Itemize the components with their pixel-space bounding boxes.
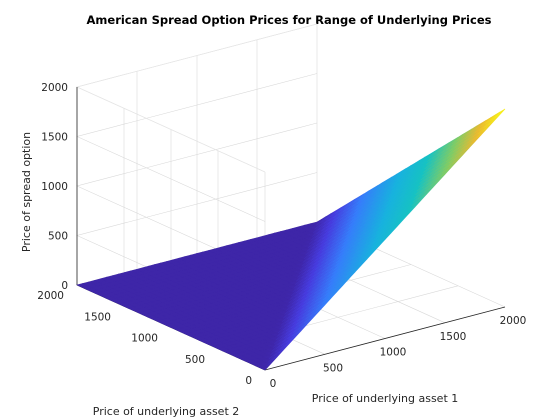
box-edge <box>76 86 266 173</box>
z-tick-label: 2000 <box>41 82 68 94</box>
z-tick-label: 1000 <box>41 181 68 193</box>
y-tick-label: 0 <box>245 375 252 387</box>
x-axis-label: Price of underlying asset 1 <box>312 392 459 405</box>
y-tick-label: 2000 <box>37 290 64 302</box>
x-tick-label: 1500 <box>440 331 467 343</box>
z-tick-label: 500 <box>48 231 68 243</box>
x-tick-label: 0 <box>270 378 277 390</box>
y-tick-label: 500 <box>185 354 205 366</box>
surface-plot <box>76 108 506 371</box>
x-axis-line <box>264 306 506 371</box>
z-tick-label: 1500 <box>41 132 68 144</box>
surface-patch <box>494 108 506 119</box>
x-tick-label: 1000 <box>380 347 407 359</box>
x-tick-label: 2000 <box>500 315 527 327</box>
chart-title: American Spread Option Prices for Range … <box>87 13 492 27</box>
z-tick-label: 0 <box>61 280 68 292</box>
y-tick-label: 1000 <box>131 333 158 345</box>
tick-labels: 0500100015002000050010001500200005001000… <box>37 82 526 390</box>
z-axis-label: Price of spread option <box>20 132 33 252</box>
y-axis-label: Price of underlying asset 2 <box>93 405 240 418</box>
y-tick-label: 1500 <box>84 311 111 323</box>
x-tick-label: 500 <box>323 362 343 374</box>
box-edge <box>76 23 318 88</box>
